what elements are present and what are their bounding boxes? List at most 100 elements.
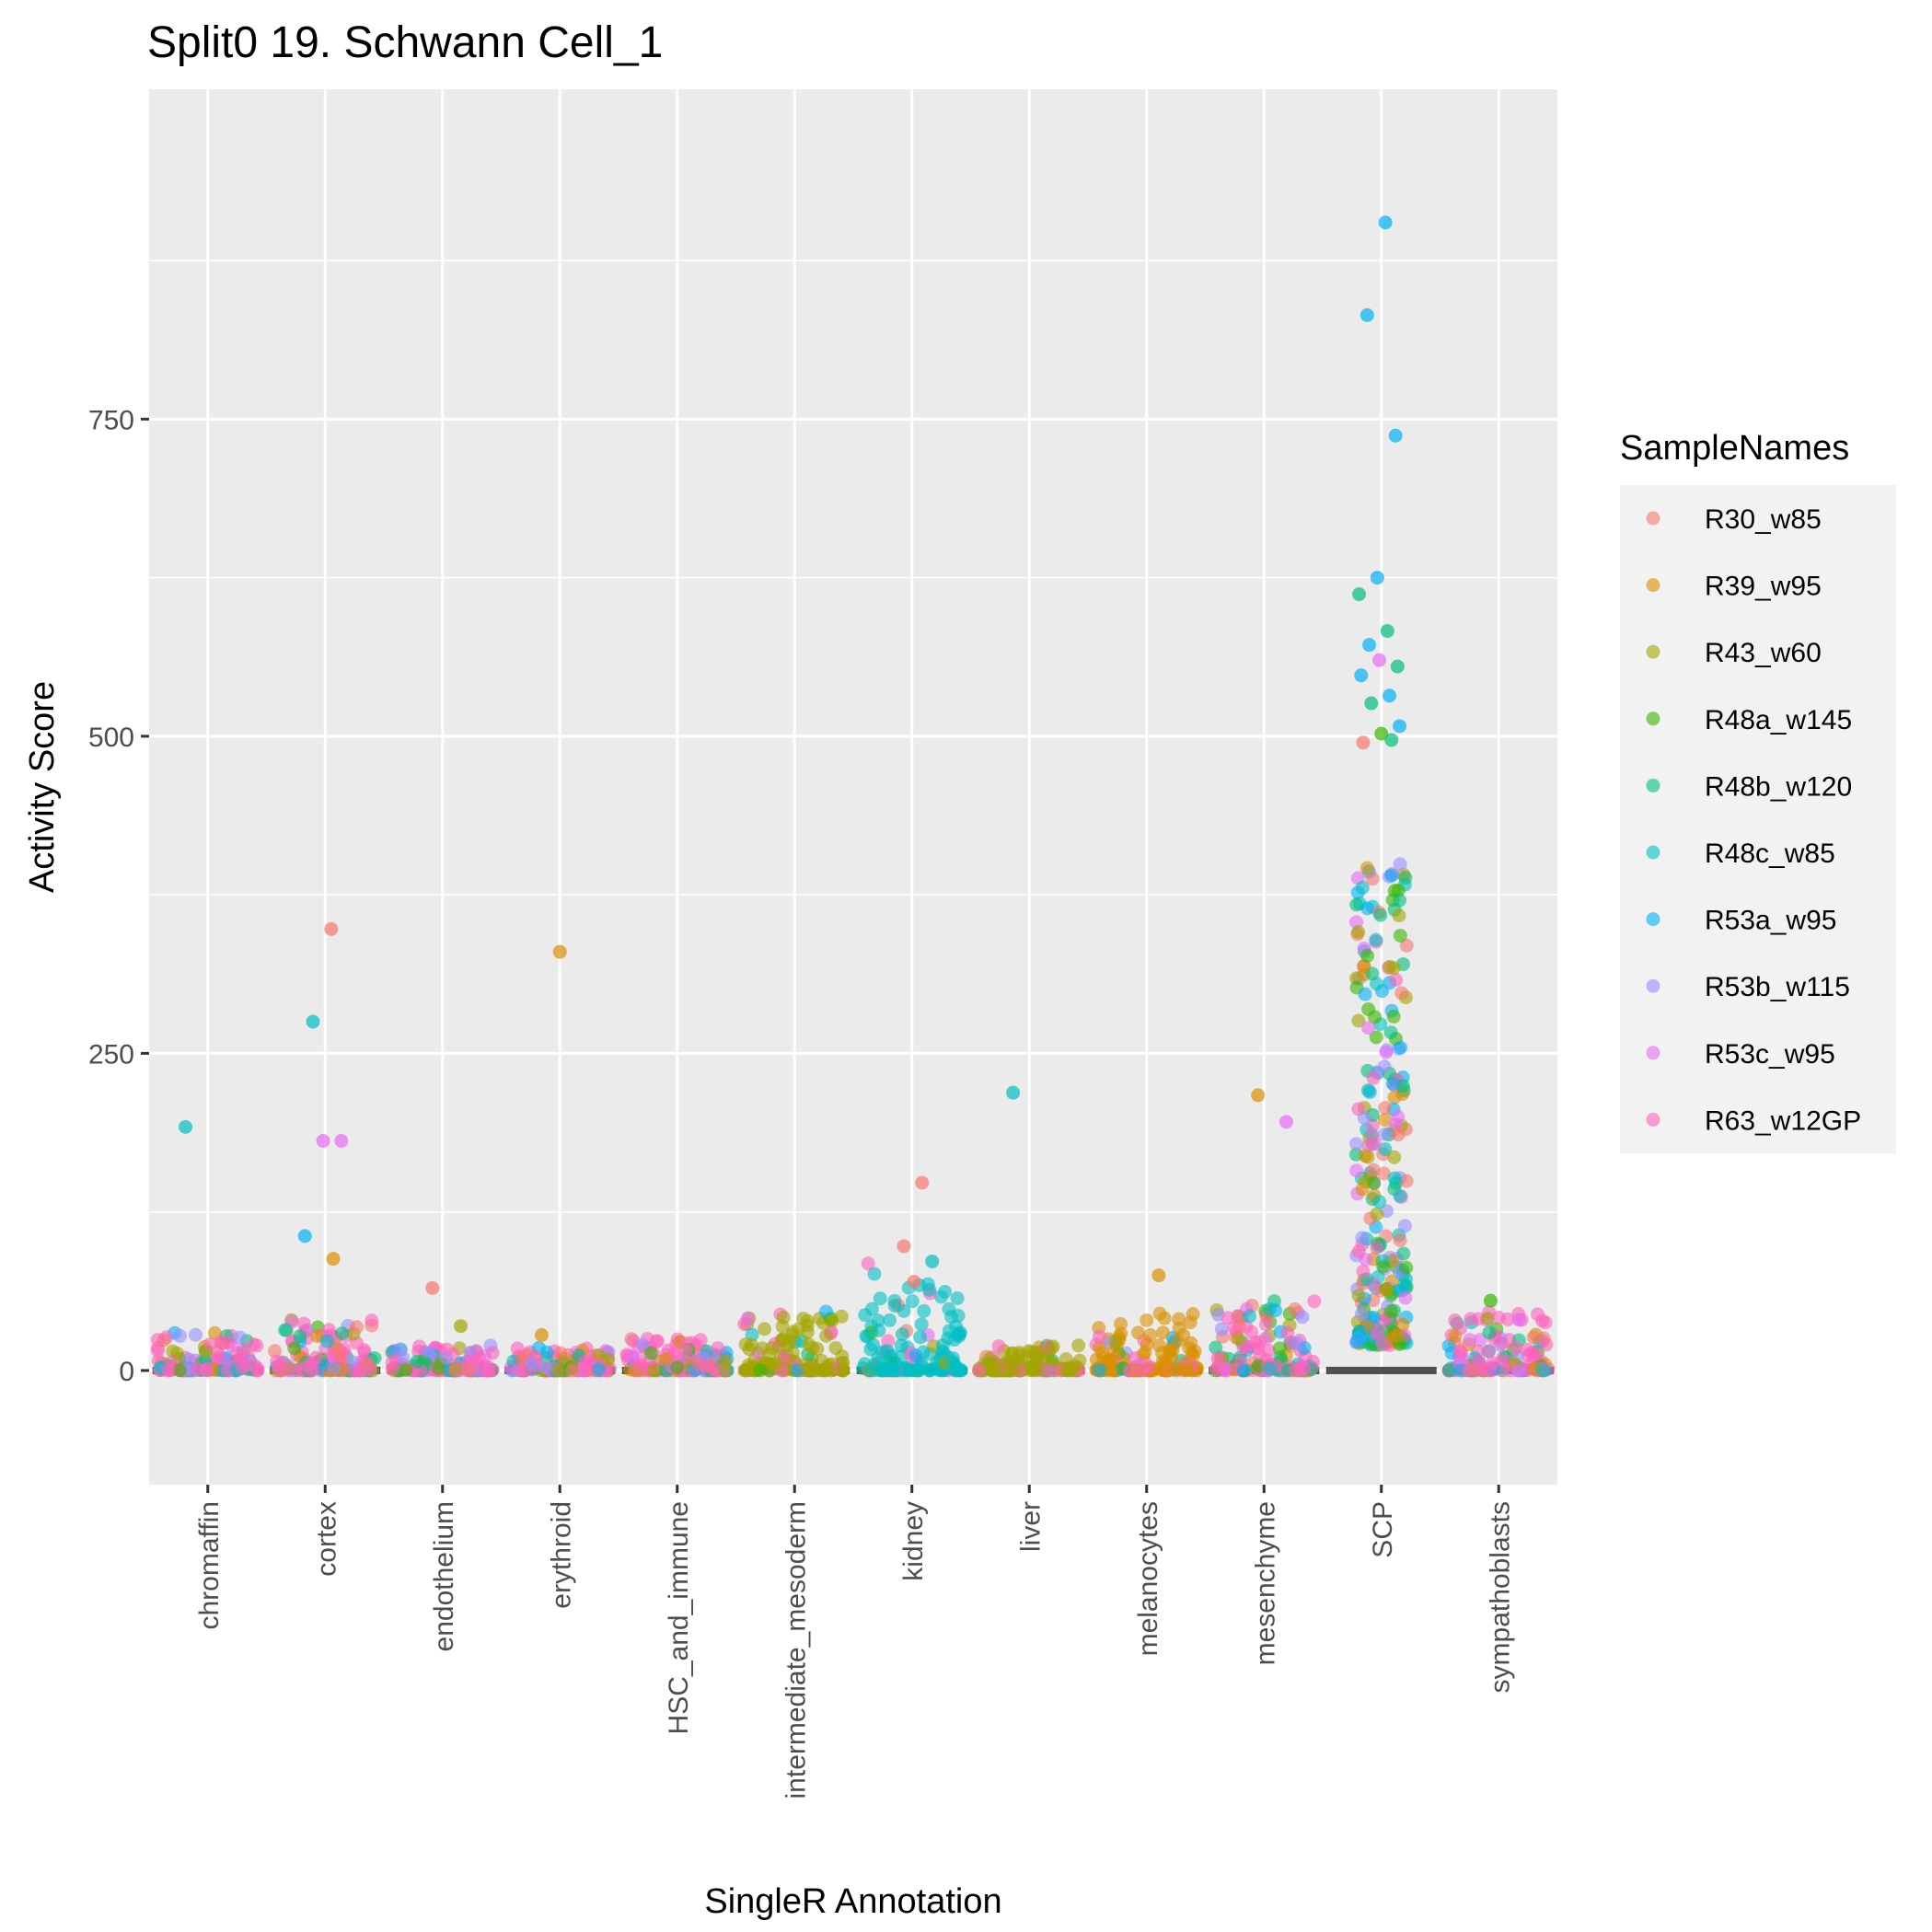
data-point xyxy=(1369,1030,1383,1045)
data-point xyxy=(1351,925,1366,940)
data-point xyxy=(1151,1268,1166,1283)
data-point xyxy=(891,1363,906,1378)
data-point xyxy=(859,1329,873,1344)
data-point xyxy=(925,1254,940,1268)
data-point xyxy=(1389,973,1404,988)
legend: SampleNames R30_w85 R39_w95 R43_w60 R48a_w1… xyxy=(1620,429,1896,1153)
data-point xyxy=(1352,1325,1367,1339)
data-point xyxy=(907,1274,921,1289)
data-point xyxy=(1509,1340,1523,1355)
data-point xyxy=(1183,1315,1197,1330)
legend-key xyxy=(1646,845,1660,860)
data-point xyxy=(287,1341,302,1356)
data-point xyxy=(678,1343,693,1358)
data-point xyxy=(863,1342,878,1357)
legend-key xyxy=(1646,711,1660,726)
data-point xyxy=(1393,1188,1407,1203)
data-point xyxy=(1386,1009,1401,1024)
x-tick-label: sympathoblasts xyxy=(1485,1501,1515,1693)
data-point xyxy=(321,1323,336,1337)
x-tick-label: erythroid xyxy=(546,1501,576,1609)
data-point xyxy=(412,1339,427,1354)
data-point xyxy=(1104,1353,1118,1368)
data-point xyxy=(1211,1359,1226,1373)
data-point xyxy=(1236,1363,1251,1378)
data-point xyxy=(1355,1231,1370,1245)
data-point xyxy=(874,1363,889,1378)
data-point xyxy=(775,1319,790,1334)
data-point xyxy=(150,1333,165,1348)
data-point xyxy=(1388,428,1403,443)
data-point xyxy=(953,1363,967,1378)
data-point xyxy=(578,1354,593,1369)
data-point xyxy=(306,1014,320,1029)
data-point xyxy=(864,1301,879,1316)
data-point xyxy=(1510,1363,1525,1378)
data-point xyxy=(1356,735,1371,750)
data-point xyxy=(1356,1264,1371,1278)
data-point xyxy=(1262,1301,1277,1316)
data-point xyxy=(745,1327,759,1342)
data-point xyxy=(986,1356,1001,1371)
legend-key xyxy=(1646,1046,1660,1060)
data-point xyxy=(1221,1311,1235,1325)
data-point xyxy=(319,1334,334,1348)
data-point xyxy=(1349,897,1364,912)
data-point xyxy=(1138,1345,1152,1359)
data-point xyxy=(1399,1260,1414,1275)
legend-label: R63_w12GP xyxy=(1705,1105,1861,1136)
y-tick-label: 750 xyxy=(88,405,134,435)
data-point xyxy=(285,1363,300,1378)
data-point xyxy=(1122,1363,1137,1378)
data-point xyxy=(1391,1328,1406,1343)
data-point xyxy=(758,1322,772,1336)
data-point xyxy=(485,1346,500,1360)
data-point xyxy=(1383,1025,1398,1040)
data-point xyxy=(399,1363,413,1378)
data-point xyxy=(1071,1338,1086,1353)
data-point xyxy=(1354,668,1369,683)
data-point xyxy=(873,1291,887,1306)
data-point xyxy=(1390,659,1405,674)
data-point xyxy=(1395,1317,1410,1332)
x-tick-label: cortex xyxy=(311,1501,341,1577)
data-point xyxy=(1362,638,1377,653)
data-point xyxy=(814,1363,828,1378)
data-point xyxy=(693,1333,708,1348)
data-point xyxy=(991,1339,1006,1354)
data-point xyxy=(1394,986,1409,1001)
x-tick-label: melanocytes xyxy=(1133,1501,1163,1656)
data-point xyxy=(592,1362,607,1377)
data-point xyxy=(785,1327,800,1342)
data-point xyxy=(950,1290,965,1305)
data-point xyxy=(1114,1316,1128,1331)
data-point xyxy=(1393,857,1407,872)
data-point xyxy=(448,1362,463,1377)
data-point xyxy=(1399,1174,1414,1188)
data-point xyxy=(1033,1345,1047,1359)
data-point xyxy=(1370,1326,1384,1341)
data-point xyxy=(1393,719,1407,734)
data-point xyxy=(1352,587,1367,602)
data-point xyxy=(805,1340,820,1355)
data-point xyxy=(1349,1163,1364,1178)
data-point xyxy=(1391,1109,1406,1124)
data-point xyxy=(1452,1344,1467,1359)
data-point xyxy=(1393,928,1407,943)
y-tick-label: 500 xyxy=(88,723,134,753)
data-point xyxy=(1355,1182,1370,1197)
data-point xyxy=(1386,961,1401,976)
data-point xyxy=(233,1330,248,1345)
data-point xyxy=(1258,1317,1273,1332)
data-point xyxy=(825,1313,839,1328)
data-point xyxy=(914,1317,929,1332)
data-point xyxy=(1483,1360,1498,1375)
data-point xyxy=(410,1354,424,1369)
data-point xyxy=(836,1362,850,1377)
data-point xyxy=(552,944,567,959)
data-point xyxy=(1214,1322,1229,1336)
data-point xyxy=(202,1336,217,1351)
data-point xyxy=(1377,1113,1392,1128)
data-point xyxy=(1307,1294,1322,1309)
data-point xyxy=(334,1326,349,1341)
